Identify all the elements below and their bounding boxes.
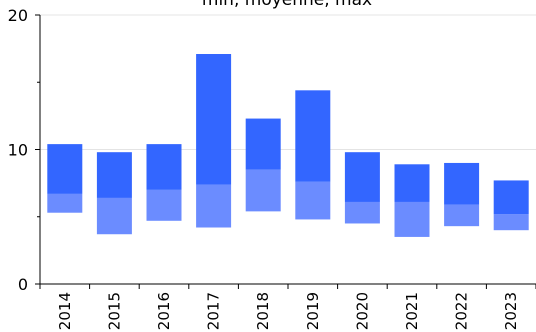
bar-lower-2014	[47, 193, 83, 213]
bar-lower-2020	[344, 201, 380, 224]
bar-upper-2014	[47, 144, 83, 194]
x-tick-label-2019: 2019	[304, 292, 322, 330]
bar-lower-2021	[394, 201, 430, 237]
bar-upper-2017	[196, 54, 232, 185]
x-tick-label-2020: 2020	[353, 292, 371, 330]
bar-upper-2021	[394, 164, 430, 202]
bar-upper-2018	[245, 118, 281, 170]
bar-upper-2022	[444, 162, 480, 205]
bar-lower-2023	[493, 214, 529, 231]
grid	[40, 14, 536, 150]
x-tick-label-2014: 2014	[56, 292, 74, 330]
x-tick-label-2015: 2015	[105, 292, 123, 330]
x-tick-label-2018: 2018	[254, 292, 272, 330]
bar-upper-2015	[96, 152, 132, 198]
chart-title: min, moyenne, max	[202, 0, 372, 10]
y-tick-label-0: 0	[18, 275, 28, 294]
bar-lower-2016	[146, 189, 182, 221]
bar-lower-2017	[196, 184, 232, 228]
bar-lower-2015	[96, 197, 132, 235]
bar-lower-2018	[245, 169, 281, 212]
axes: 0 10 20 2014 2015 2016 2017 2018 2019 2020 2021 202…	[8, 6, 536, 330]
bar-upper-2023	[493, 180, 529, 215]
x-tick-label-2016: 2016	[155, 292, 173, 330]
x-tick-label-2017: 2017	[205, 292, 223, 330]
x-tick-label-2021: 2021	[403, 292, 421, 330]
y-tick-label-1: 10	[8, 141, 28, 160]
bar-lower-2022	[444, 204, 480, 227]
bar-upper-2019	[295, 90, 331, 182]
bar-upper-2020	[344, 152, 380, 202]
x-tick-label-2022: 2022	[453, 292, 471, 330]
bars	[47, 54, 529, 237]
y-tick-label-2: 20	[8, 6, 28, 25]
bar-lower-2019	[295, 181, 331, 220]
bar-upper-2016	[146, 144, 182, 190]
x-tick-label-2023: 2023	[502, 292, 520, 330]
